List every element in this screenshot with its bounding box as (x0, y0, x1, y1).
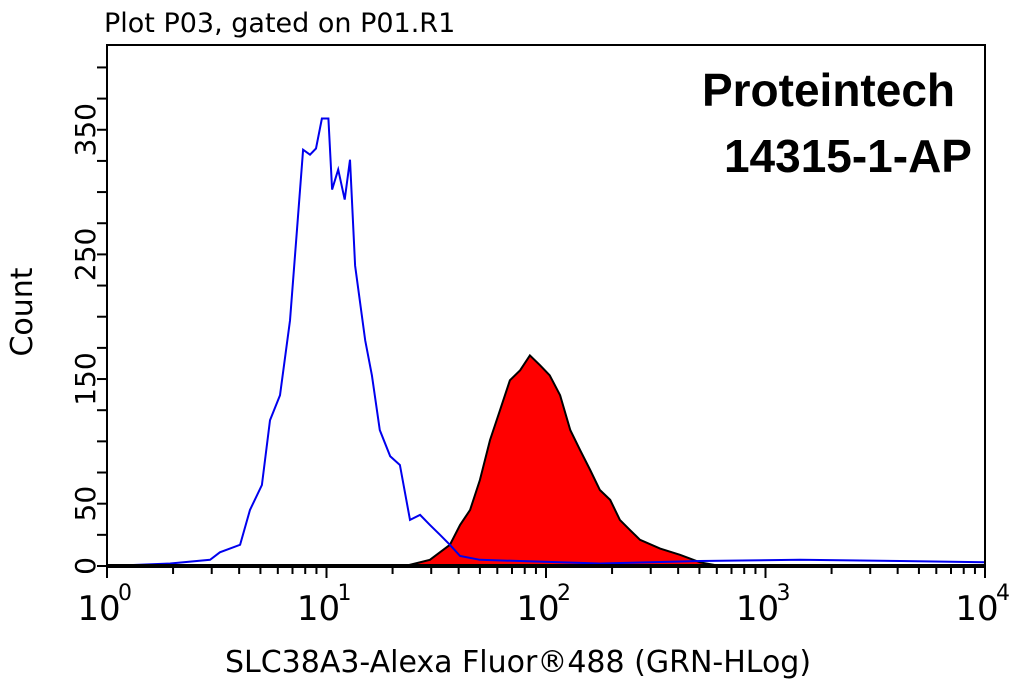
chart-title: Plot P03, gated on P01.R1 (104, 8, 455, 39)
x-tick-label: 10 (736, 589, 779, 629)
filled-histogram-series-1 (404, 353, 721, 567)
catalog-annotation: 14315-1-AP (724, 130, 972, 182)
x-axis-label: SLC38A3-Alexa Fluor®488 (GRN-HLog) (225, 645, 811, 680)
brand-annotation: Proteintech (702, 64, 955, 116)
y-tick-label: 350 (69, 103, 102, 156)
y-tick-label: 150 (69, 352, 102, 405)
y-tick-label: 0 (69, 557, 102, 575)
x-tick-exponent: 0 (118, 581, 132, 606)
series-layer (106, 117, 986, 568)
outline-histogram-series-0 (106, 117, 986, 567)
x-tick-exponent: 3 (777, 581, 791, 606)
x-tick-exponent: 4 (996, 581, 1010, 606)
x-tick-label: 10 (516, 589, 559, 629)
y-tick-label: 250 (69, 228, 102, 281)
x-tick-label: 10 (77, 589, 120, 629)
y-tick-label: 50 (69, 486, 102, 522)
y-axis: 0 50 150 250 350 (69, 66, 107, 575)
x-axis: 100 101 102 103 104 (77, 566, 1010, 629)
x-tick-label: 10 (955, 589, 998, 629)
x-tick-label: 10 (297, 589, 340, 629)
y-axis-label: Count (5, 267, 40, 356)
x-tick-exponent: 2 (557, 581, 571, 606)
x-tick-exponent: 1 (338, 581, 352, 606)
